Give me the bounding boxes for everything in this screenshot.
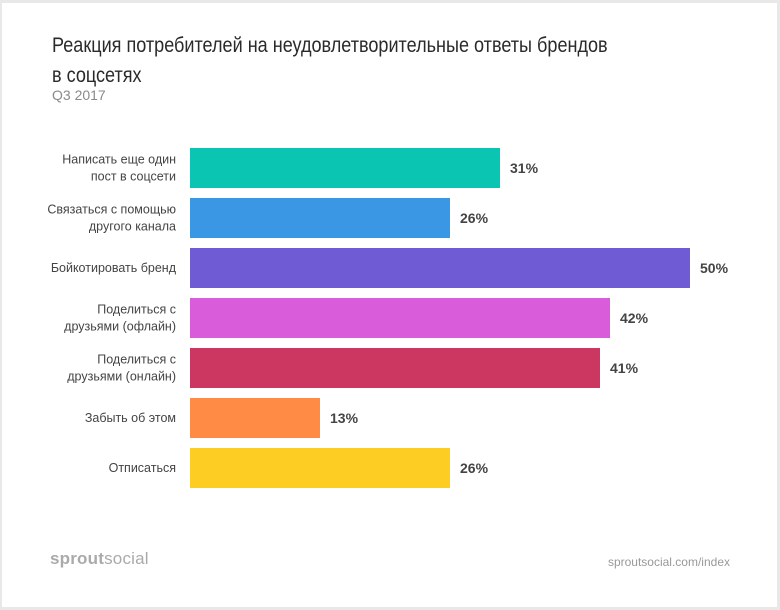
data-label: 26%: [460, 210, 489, 226]
category-label: Написать еще один: [62, 153, 176, 167]
data-label: 31%: [510, 160, 539, 176]
source-url: sproutsocial.com/index: [607, 555, 730, 569]
data-label: 13%: [330, 410, 359, 426]
category-label: Поделиться с: [97, 303, 176, 317]
data-label: 26%: [460, 460, 489, 476]
category-label: Связаться с помощью: [47, 203, 176, 217]
chart-card: Реакция потребителей на неудовлетворител…: [2, 3, 777, 607]
data-label: 42%: [620, 310, 649, 326]
chart-subtitle: Q3 2017: [52, 87, 106, 103]
category-label: друзьями (офлайн): [64, 320, 176, 334]
data-label: 41%: [610, 360, 639, 376]
category-label: друзьями (онлайн): [67, 370, 176, 384]
sproutsocial-logo: sproutsocial: [50, 549, 149, 569]
bar: [190, 448, 450, 488]
category-label: другого канала: [89, 220, 176, 234]
category-label: Забыть об этом: [85, 411, 176, 425]
bar: [190, 248, 690, 288]
bar: [190, 298, 610, 338]
bar: [190, 148, 500, 188]
category-label: пост в соцсети: [91, 170, 176, 184]
category-label: Поделиться с: [97, 353, 176, 367]
data-label: 50%: [700, 260, 729, 276]
logo-bold: sprout: [50, 549, 105, 568]
category-label: Бойкотировать бренд: [51, 261, 177, 275]
bar: [190, 348, 600, 388]
logo-light: social: [104, 549, 149, 568]
category-label: Отписаться: [109, 461, 176, 475]
bar: [190, 198, 450, 238]
chart-title: Реакция потребителей на неудовлетворител…: [52, 34, 608, 87]
bar: [190, 398, 320, 438]
